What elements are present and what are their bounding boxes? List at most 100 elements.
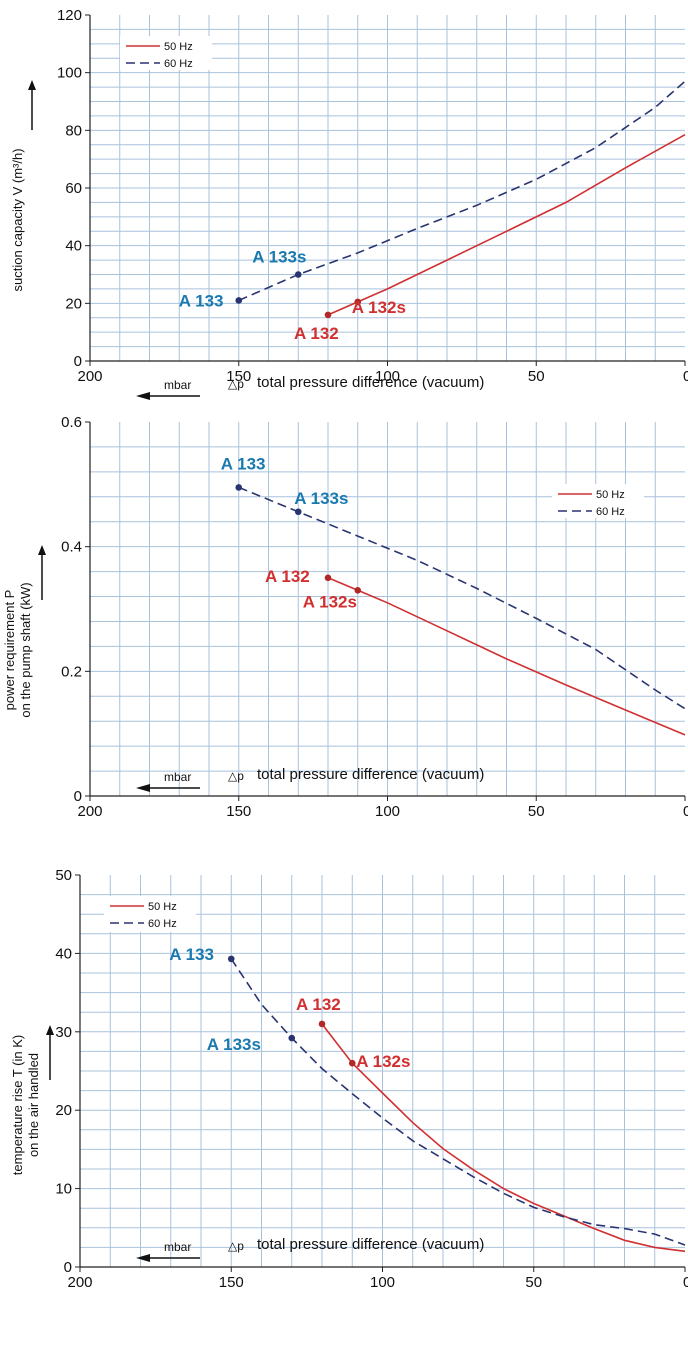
chart-3: 200 150 100 50 0 0 10 20 30 40 50 temperature rise … bbox=[10, 867, 688, 1291]
x-axis-label: total pressure difference (vacuum) bbox=[257, 374, 484, 391]
y-axis-label: suction capacity V (m³/h) bbox=[10, 148, 25, 291]
y-axis-arrowhead bbox=[38, 545, 46, 555]
x-tick-label: 200 bbox=[67, 1274, 92, 1291]
x-tick-label: 0 bbox=[683, 368, 688, 385]
x-tick-label: 200 bbox=[77, 368, 102, 385]
x-tick-label: 150 bbox=[226, 803, 251, 820]
legend-box bbox=[552, 484, 644, 518]
point-marker bbox=[324, 311, 332, 319]
x-unit-label: mbar bbox=[164, 1240, 191, 1254]
delta-p-label: △p bbox=[228, 769, 244, 783]
grid bbox=[90, 422, 685, 796]
point-label: A 132s bbox=[356, 1052, 410, 1071]
x-unit-label: mbar bbox=[164, 378, 191, 392]
y-axis-label: temperature rise T (in K) bbox=[10, 1035, 25, 1175]
point-label: A 133 bbox=[221, 454, 266, 473]
legend: 50 Hz 60 Hz bbox=[552, 484, 644, 518]
x-axis-label: total pressure difference (vacuum) bbox=[257, 1236, 484, 1253]
point-marker bbox=[354, 587, 362, 594]
y-tick-label: 40 bbox=[65, 238, 82, 255]
legend-label: 60 Hz bbox=[164, 58, 193, 70]
point-marker bbox=[235, 297, 243, 304]
y-tick-label: 100 bbox=[57, 65, 82, 82]
y-axis-label: power requirement P bbox=[2, 590, 17, 711]
legend: 50 Hz 60 Hz bbox=[104, 896, 196, 932]
legend-box bbox=[120, 36, 212, 70]
x-tick-label: 100 bbox=[375, 803, 400, 820]
series-line-60hz bbox=[230, 958, 686, 1246]
y-tick-label: 60 bbox=[65, 180, 82, 197]
y-tick-label: 0.2 bbox=[61, 663, 82, 680]
grid bbox=[90, 15, 685, 361]
legend-box bbox=[104, 896, 196, 932]
y-tick-label: 30 bbox=[55, 1024, 72, 1041]
y-tick-label: 20 bbox=[65, 295, 82, 312]
y-tick-label: 40 bbox=[55, 945, 72, 962]
point-label: A 133 bbox=[169, 945, 214, 964]
y-axis-arrowhead bbox=[46, 1025, 54, 1035]
y-tick-label: 0.6 bbox=[61, 414, 82, 431]
point-label: A 133s bbox=[207, 1035, 261, 1054]
point-label: A 132s bbox=[303, 592, 357, 611]
point-marker bbox=[235, 484, 243, 491]
x-unit-arrowhead bbox=[136, 784, 150, 792]
point-label: A 132 bbox=[294, 324, 339, 343]
y-tick-label: 0 bbox=[74, 788, 82, 805]
series-line-50hz bbox=[321, 1023, 686, 1253]
y-tick-label: 0.4 bbox=[61, 539, 82, 556]
point-marker bbox=[318, 1020, 326, 1028]
series-line-50hz bbox=[327, 134, 686, 316]
x-unit-arrowhead bbox=[136, 392, 150, 400]
y-axis-arrowhead bbox=[28, 80, 36, 90]
x-tick-label: 100 bbox=[375, 368, 400, 385]
y-axis-label: on the air handled bbox=[26, 1053, 41, 1157]
chart-2: 200 150 100 50 0 0 0.2 0.4 0.6 power requirement … bbox=[2, 414, 688, 820]
point-marker bbox=[294, 271, 302, 278]
grid bbox=[80, 875, 685, 1267]
x-tick-label: 50 bbox=[528, 803, 545, 820]
y-tick-label: 80 bbox=[65, 122, 82, 139]
legend-label: 60 Hz bbox=[596, 506, 625, 518]
point-label: A 133s bbox=[252, 248, 306, 267]
point-label: A 133s bbox=[294, 489, 348, 508]
legend-label: 50 Hz bbox=[596, 489, 625, 501]
point-marker bbox=[324, 574, 332, 582]
y-tick-label: 0 bbox=[74, 353, 82, 370]
y-tick-label: 0 bbox=[64, 1259, 72, 1276]
x-tick-label: 0 bbox=[683, 1274, 688, 1291]
x-tick-label: 100 bbox=[370, 1274, 395, 1291]
chart-1: 200 150 100 50 0 0 20 40 60 80 100 120 suction capac… bbox=[10, 7, 688, 400]
y-axis-label: on the pump shaft (kW) bbox=[18, 582, 33, 717]
point-marker bbox=[354, 298, 362, 306]
delta-p-label: △p bbox=[228, 1239, 244, 1253]
y-tick-label: 20 bbox=[55, 1102, 72, 1119]
series-line-60hz bbox=[238, 80, 686, 302]
y-tick-label: 120 bbox=[57, 7, 82, 24]
legend-label: 60 Hz bbox=[148, 918, 177, 930]
point-marker bbox=[348, 1059, 356, 1067]
series-line-60hz bbox=[238, 486, 686, 710]
point-marker bbox=[288, 1034, 296, 1042]
x-tick-label: 150 bbox=[226, 368, 251, 385]
x-tick-label: 150 bbox=[219, 1274, 244, 1291]
point-label: A 132s bbox=[352, 298, 406, 317]
point-label: A 132 bbox=[265, 567, 310, 586]
legend-label: 50 Hz bbox=[164, 41, 193, 53]
legend-label: 50 Hz bbox=[148, 901, 177, 913]
x-tick-label: 200 bbox=[77, 803, 102, 820]
y-tick-label: 10 bbox=[55, 1181, 72, 1198]
point-label: A 133 bbox=[179, 291, 224, 310]
point-marker bbox=[227, 955, 235, 963]
x-tick-label: 0 bbox=[683, 803, 688, 820]
x-tick-label: 50 bbox=[525, 1274, 542, 1291]
legend: 50 Hz 60 Hz bbox=[120, 36, 212, 70]
x-unit-arrowhead bbox=[136, 1254, 150, 1262]
x-axis-label: total pressure difference (vacuum) bbox=[257, 766, 484, 783]
delta-p-label: △p bbox=[228, 377, 244, 391]
point-marker bbox=[294, 508, 302, 516]
series-line-50hz bbox=[327, 577, 686, 736]
y-tick-label: 50 bbox=[55, 867, 72, 884]
x-unit-label: mbar bbox=[164, 770, 191, 784]
x-tick-label: 50 bbox=[528, 368, 545, 385]
